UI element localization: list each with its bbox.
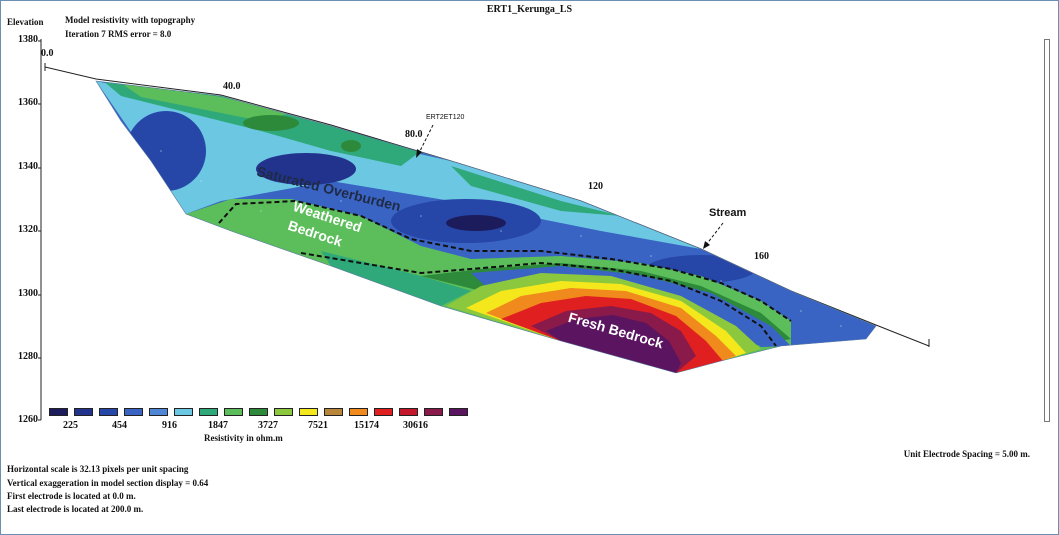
legend-value: 30616	[403, 420, 428, 431]
y-tick-label: 1260	[18, 414, 38, 425]
electrode-spacing-note: Unit Electrode Spacing = 5.00 m.	[903, 449, 1030, 459]
y-tick-label: 1320	[18, 224, 38, 235]
legend-value: 1847	[208, 420, 228, 431]
legend-swatch	[449, 408, 468, 416]
resistivity-model	[96, 81, 876, 373]
legend-value: 225	[63, 420, 78, 431]
legend-swatch	[424, 408, 443, 416]
stream-arrow	[705, 222, 724, 246]
bedrock-boundary	[300, 252, 777, 347]
legend-value: 3727	[258, 420, 278, 431]
overburden-boundary	[218, 199, 792, 322]
legend-swatch	[74, 408, 93, 416]
legend-swatch	[149, 408, 168, 416]
horizontal-scale-note: Horizontal scale is 32.13 pixels per uni…	[7, 464, 189, 474]
y-tick-label: 1280	[18, 351, 38, 362]
y-tick-label: 1360	[18, 97, 38, 108]
legend-swatch	[124, 408, 143, 416]
legend-swatch	[249, 408, 268, 416]
vertical-exaggeration-note: Vertical exaggeration in model section d…	[7, 478, 209, 488]
legend-swatch	[299, 408, 318, 416]
legend-swatch	[274, 408, 293, 416]
x-tick-label: 160	[754, 251, 769, 262]
legend-swatch	[349, 408, 368, 416]
ert-marker-arrow	[418, 124, 434, 154]
legend-units: Resistivity in ohm.m	[204, 433, 283, 443]
y-tick-label: 1300	[18, 288, 38, 299]
first-electrode-note: First electrode is located at 0.0 m.	[7, 491, 136, 501]
y-axis-title: Elevation	[7, 17, 44, 27]
x-tick-label: 40.0	[223, 81, 241, 92]
y-tick-label: 1340	[18, 161, 38, 172]
legend-swatch	[199, 408, 218, 416]
x-tick-label: 0.0	[41, 48, 54, 59]
legend-swatch	[174, 408, 193, 416]
y-tick-label: 1380	[18, 34, 38, 45]
vertical-scrollbar[interactable]	[1044, 39, 1050, 422]
iteration-line: Iteration 7 RMS error = 8.0	[65, 29, 172, 39]
legend-swatch	[399, 408, 418, 416]
legend-swatch	[374, 408, 393, 416]
figure-title: ERT1_Kerunga_LS	[486, 4, 573, 15]
label-ert-marker: ERT2ET120	[426, 114, 465, 121]
x-tick-label: 120	[588, 181, 603, 192]
legend-swatch	[224, 408, 243, 416]
legend-value: 15174	[354, 420, 379, 431]
legend-value: 916	[162, 420, 177, 431]
x-tick-label: 80.0	[405, 129, 423, 140]
last-electrode-note: Last electrode is located at 200.0 m.	[7, 504, 144, 514]
legend-value: 7521	[308, 420, 328, 431]
legend-value: 454	[112, 420, 127, 431]
label-stream: Stream	[709, 207, 747, 219]
legend-swatch	[49, 408, 68, 416]
legend-swatch	[99, 408, 118, 416]
legend-swatch	[324, 408, 343, 416]
model-title: Model resistivity with topography	[65, 15, 196, 25]
